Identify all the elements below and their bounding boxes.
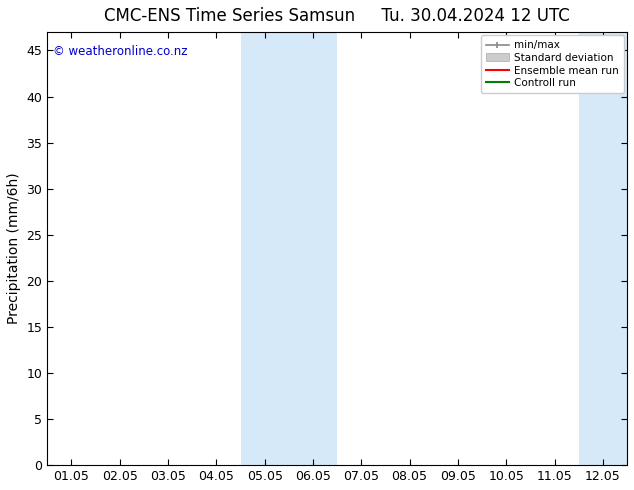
Bar <box>240 32 289 465</box>
Bar <box>579 32 627 465</box>
Bar <box>289 32 337 465</box>
Y-axis label: Precipitation (mm/6h): Precipitation (mm/6h) <box>7 173 21 324</box>
Legend: min/max, Standard deviation, Ensemble mean run, Controll run: min/max, Standard deviation, Ensemble me… <box>481 35 624 94</box>
Text: © weatheronline.co.nz: © weatheronline.co.nz <box>53 45 188 58</box>
Title: CMC-ENS Time Series Samsun     Tu. 30.04.2024 12 UTC: CMC-ENS Time Series Samsun Tu. 30.04.202… <box>104 7 570 25</box>
